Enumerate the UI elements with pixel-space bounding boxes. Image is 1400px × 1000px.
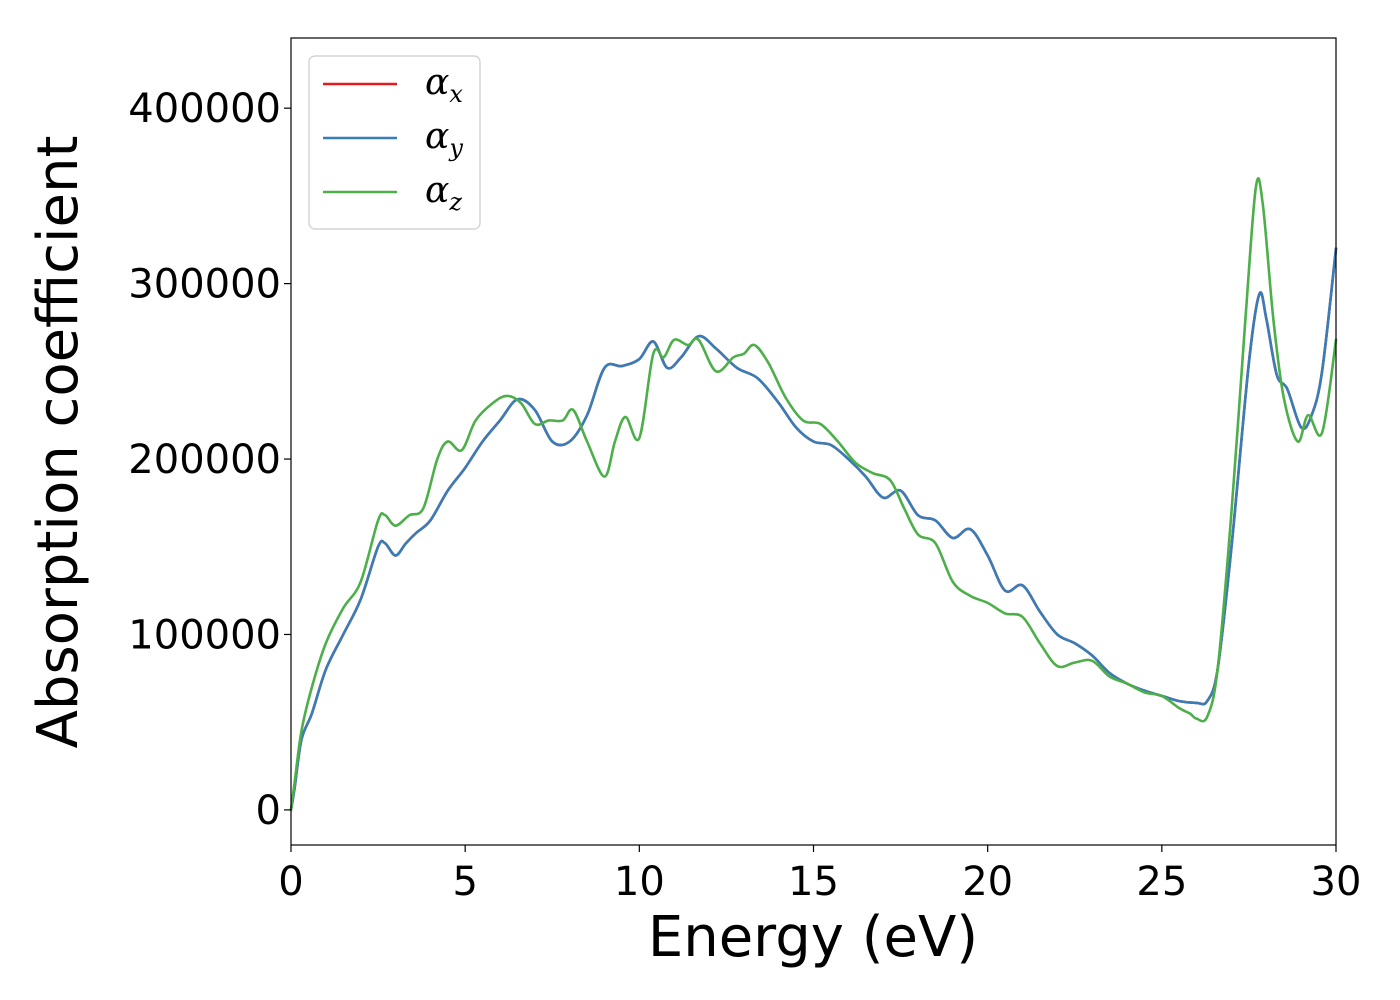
y-tick-label: 200000 — [128, 437, 281, 483]
x-tick-label: 25 — [1136, 859, 1187, 905]
x-axis-ticks: 0 5 10 15 20 25 30 — [278, 845, 1361, 905]
y-tick-label: 100000 — [128, 612, 281, 658]
x-tick-label: 5 — [452, 859, 477, 905]
x-tick-label: 10 — [614, 859, 665, 905]
legend-box — [308, 55, 481, 230]
series-layer — [289, 177, 1338, 812]
x-tick-label: 0 — [278, 859, 303, 905]
series-line-alpha-z — [289, 177, 1338, 812]
x-tick-label: 30 — [1311, 859, 1362, 905]
legend-label-alpha-z: αz — [425, 170, 462, 216]
legend: αx αy αz — [308, 55, 481, 230]
x-axis-label: Energy (eV) — [648, 905, 978, 970]
legend-label-alpha-y: αy — [425, 116, 463, 162]
x-tick-label: 15 — [788, 859, 839, 905]
y-axis-label: Absorption coefficient — [26, 136, 91, 749]
y-tick-label: 300000 — [128, 262, 281, 308]
y-axis-ticks: 0 100000 200000 300000 400000 — [128, 86, 291, 834]
x-tick-label: 20 — [962, 859, 1013, 905]
legend-label-alpha-x: αx — [425, 62, 463, 108]
y-tick-label: 400000 — [128, 86, 281, 132]
y-tick-label: 0 — [256, 788, 281, 834]
